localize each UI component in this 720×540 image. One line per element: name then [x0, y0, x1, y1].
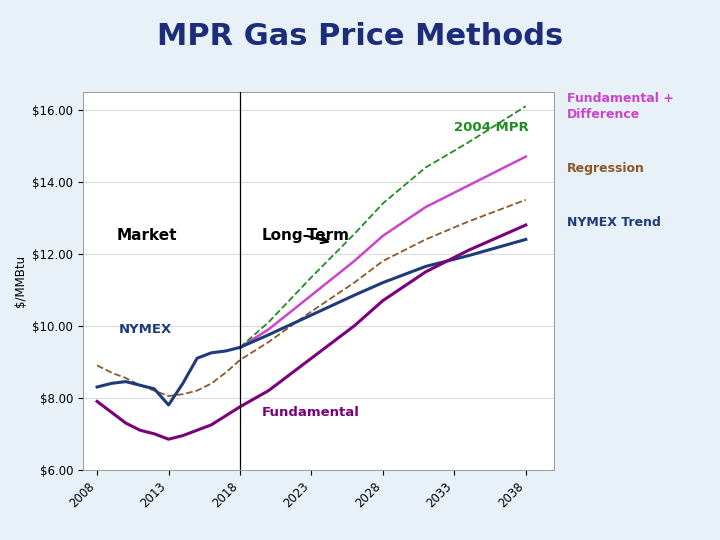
Text: Fundamental: Fundamental — [261, 406, 359, 419]
Text: MPR Gas Price Methods: MPR Gas Price Methods — [157, 22, 563, 51]
Text: Long-Term: Long-Term — [261, 228, 349, 243]
Text: Market: Market — [117, 228, 177, 243]
Text: Regression: Regression — [567, 162, 645, 175]
Y-axis label: $/MMBtu: $/MMBtu — [14, 255, 27, 307]
Text: NYMEX: NYMEX — [119, 323, 172, 336]
Text: Fundamental +
Difference: Fundamental + Difference — [567, 92, 674, 121]
Text: NYMEX Trend: NYMEX Trend — [567, 216, 661, 229]
Text: 2004 MPR: 2004 MPR — [454, 122, 529, 134]
